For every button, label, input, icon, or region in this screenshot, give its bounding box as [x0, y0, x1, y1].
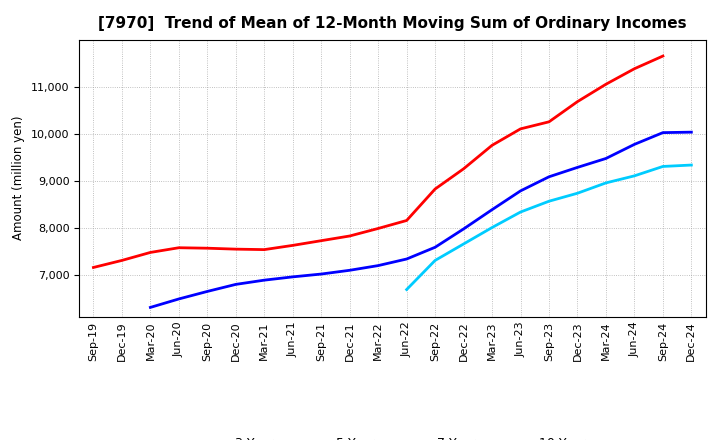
Title: [7970]  Trend of Mean of 12-Month Moving Sum of Ordinary Incomes: [7970] Trend of Mean of 12-Month Moving …: [98, 16, 687, 32]
Legend: 3 Years, 5 Years, 7 Years, 10 Years: 3 Years, 5 Years, 7 Years, 10 Years: [188, 432, 597, 440]
Y-axis label: Amount (million yen): Amount (million yen): [12, 116, 25, 240]
